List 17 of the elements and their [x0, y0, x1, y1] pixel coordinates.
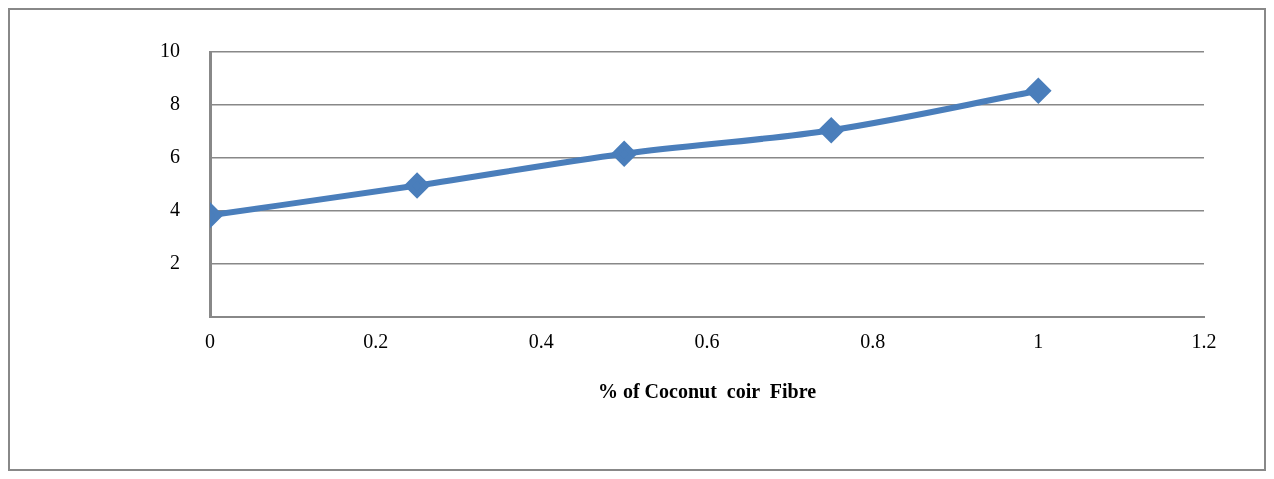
x-tick-label: 0.2: [363, 330, 389, 353]
x-tick-label: 0.6: [694, 330, 720, 353]
x-axis-title: % of Coconut coir Fibre: [597, 380, 817, 403]
y-tick-label: 10: [160, 39, 180, 62]
x-tick-label: 0.8: [860, 330, 886, 353]
x-tick-label: 1.2: [1191, 330, 1217, 353]
y-tick-label: 2: [170, 251, 180, 274]
x-tick-label: 0.4: [528, 330, 554, 353]
point: [1026, 78, 1051, 103]
y-tick-label: 4: [170, 198, 180, 221]
point: [405, 173, 430, 198]
point: [819, 118, 844, 143]
point: [612, 141, 637, 166]
y-tick-label: 6: [170, 145, 180, 168]
y-tick-label: 8: [170, 92, 180, 115]
x-tick-label: 0: [205, 330, 215, 353]
x-tick-label: 1: [1033, 330, 1044, 353]
